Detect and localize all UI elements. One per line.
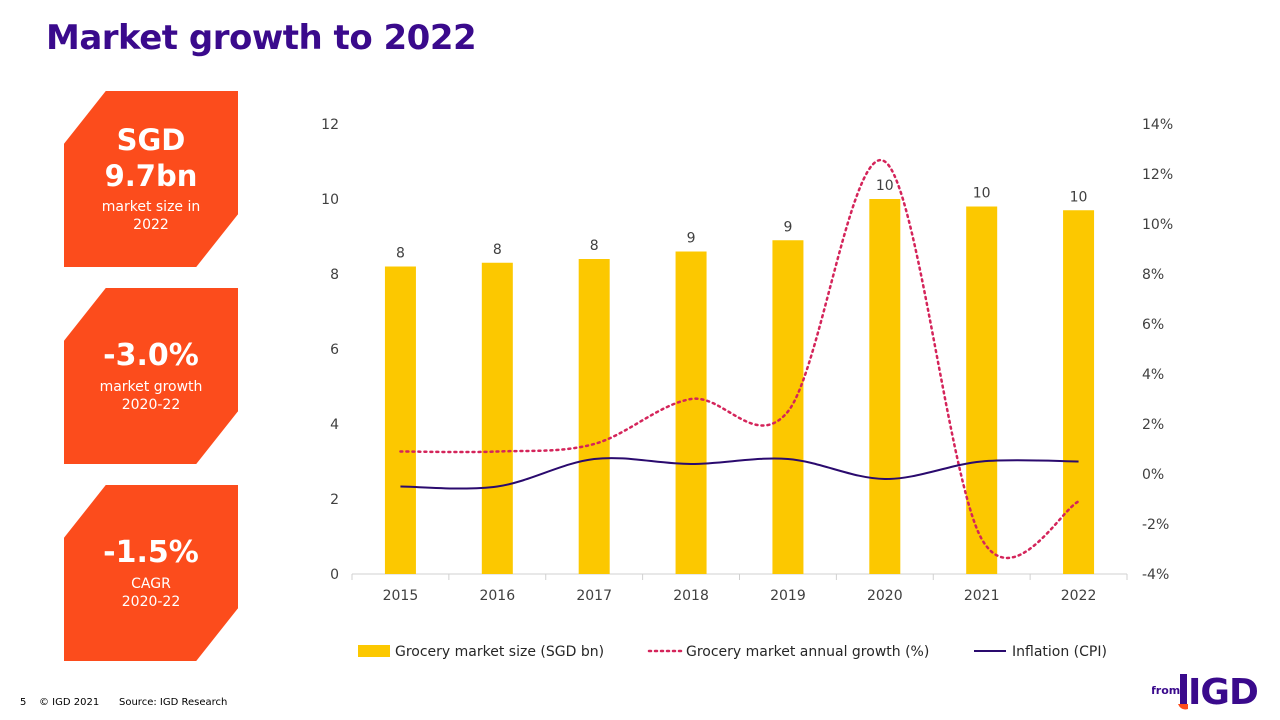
chart-legend: Grocery market size (SGD bn) Grocery mark… [358,644,1107,660]
igd-logo: from IGD [1152,672,1259,713]
bar-2018 [675,251,707,574]
x-tick-label: 2016 [479,588,515,604]
left-tick-label: 0 [330,567,339,583]
bar-2021 [966,206,998,574]
page-title: Market growth to 2022 [46,18,477,58]
x-tick-label: 2018 [673,588,709,604]
source-note: Source: IGD Research [119,697,228,708]
bar-label-2017: 8 [590,238,599,254]
inflation-line [400,457,1079,490]
x-tick-label: 2019 [770,588,806,604]
logo-text: IGD [1188,672,1258,713]
kpi-caption: market size in 2022 [101,199,201,234]
bar-label-2015: 8 [396,246,405,262]
left-tick-label: 6 [330,342,339,358]
x-tick-label: 2022 [1061,588,1097,604]
bar-series [384,199,1095,574]
x-tick-label: 2020 [867,588,903,604]
bar-label-2020: 10 [876,178,894,194]
right-tick-label: 2% [1142,417,1164,433]
right-tick-label: 8% [1142,267,1164,283]
x-tick-label: 2021 [964,588,1000,604]
kpi-value: -3.0% [103,337,199,373]
bar-2015 [384,266,416,574]
kpi-market-growth: -3.0% market growth 2020-22 [64,288,238,464]
right-tick-label: 10% [1142,217,1173,233]
left-tick-label: 2 [330,492,339,508]
right-tick-label: 4% [1142,367,1164,383]
left-axis: 0 2 4 6 8 10 12 [321,117,339,583]
right-tick-label: 6% [1142,317,1164,333]
bar-label-2018: 9 [687,231,696,247]
x-axis: 2015 2016 2017 2018 2019 2020 2021 2022 [351,574,1128,604]
kpi-caption: CAGR 2020-22 [121,576,181,611]
left-tick-label: 8 [330,267,339,283]
bar-2016 [481,262,513,574]
right-tick-label: -4% [1142,567,1169,583]
kpi-cagr: -1.5% CAGR 2020-22 [64,485,238,661]
bar-2017 [578,259,610,574]
bar-label-2019: 9 [783,219,792,235]
x-tick-label: 2015 [383,588,419,604]
right-tick-label: 14% [1142,117,1173,133]
logo-swoosh [1178,704,1188,710]
right-tick-label: -2% [1142,517,1169,533]
kpi-value: SGD 9.7bn [104,123,198,193]
left-tick-label: 10 [321,192,339,208]
growth-line [399,158,1080,559]
legend-label-inflation: Inflation (CPI) [1012,644,1107,660]
left-tick-label: 4 [330,417,339,433]
legend-label-growth: Grocery market annual growth (%) [686,644,929,660]
bar-label-2022: 10 [1070,189,1088,205]
legend-label-market-size: Grocery market size (SGD bn) [395,644,604,660]
bar-label-2021: 10 [973,186,991,202]
bar-2019 [772,240,804,574]
page-number: 5 [20,697,27,708]
left-tick-label: 12 [321,117,339,133]
right-tick-label: 12% [1142,167,1173,183]
bar-2020 [869,199,901,574]
copyright: © IGD 2021 [39,697,100,708]
logo-i [1180,674,1187,704]
right-axis: -4% -2% 0% 2% 4% 6% 8% 10% 12% 14% [1142,117,1173,583]
legend-swatch-market-size [358,645,390,657]
kpi-value: -1.5% [103,534,199,570]
bar-label-2016: 8 [493,242,502,258]
bar-data-labels: 8 8 8 9 9 10 10 10 [396,178,1088,262]
right-tick-label: 0% [1142,467,1164,483]
x-tick-label: 2017 [576,588,612,604]
kpi-caption: market growth 2020-22 [99,379,203,414]
bar-2022 [1063,210,1095,574]
kpi-market-size: SGD 9.7bn market size in 2022 [64,91,238,267]
logo-prefix: from [1152,684,1180,697]
